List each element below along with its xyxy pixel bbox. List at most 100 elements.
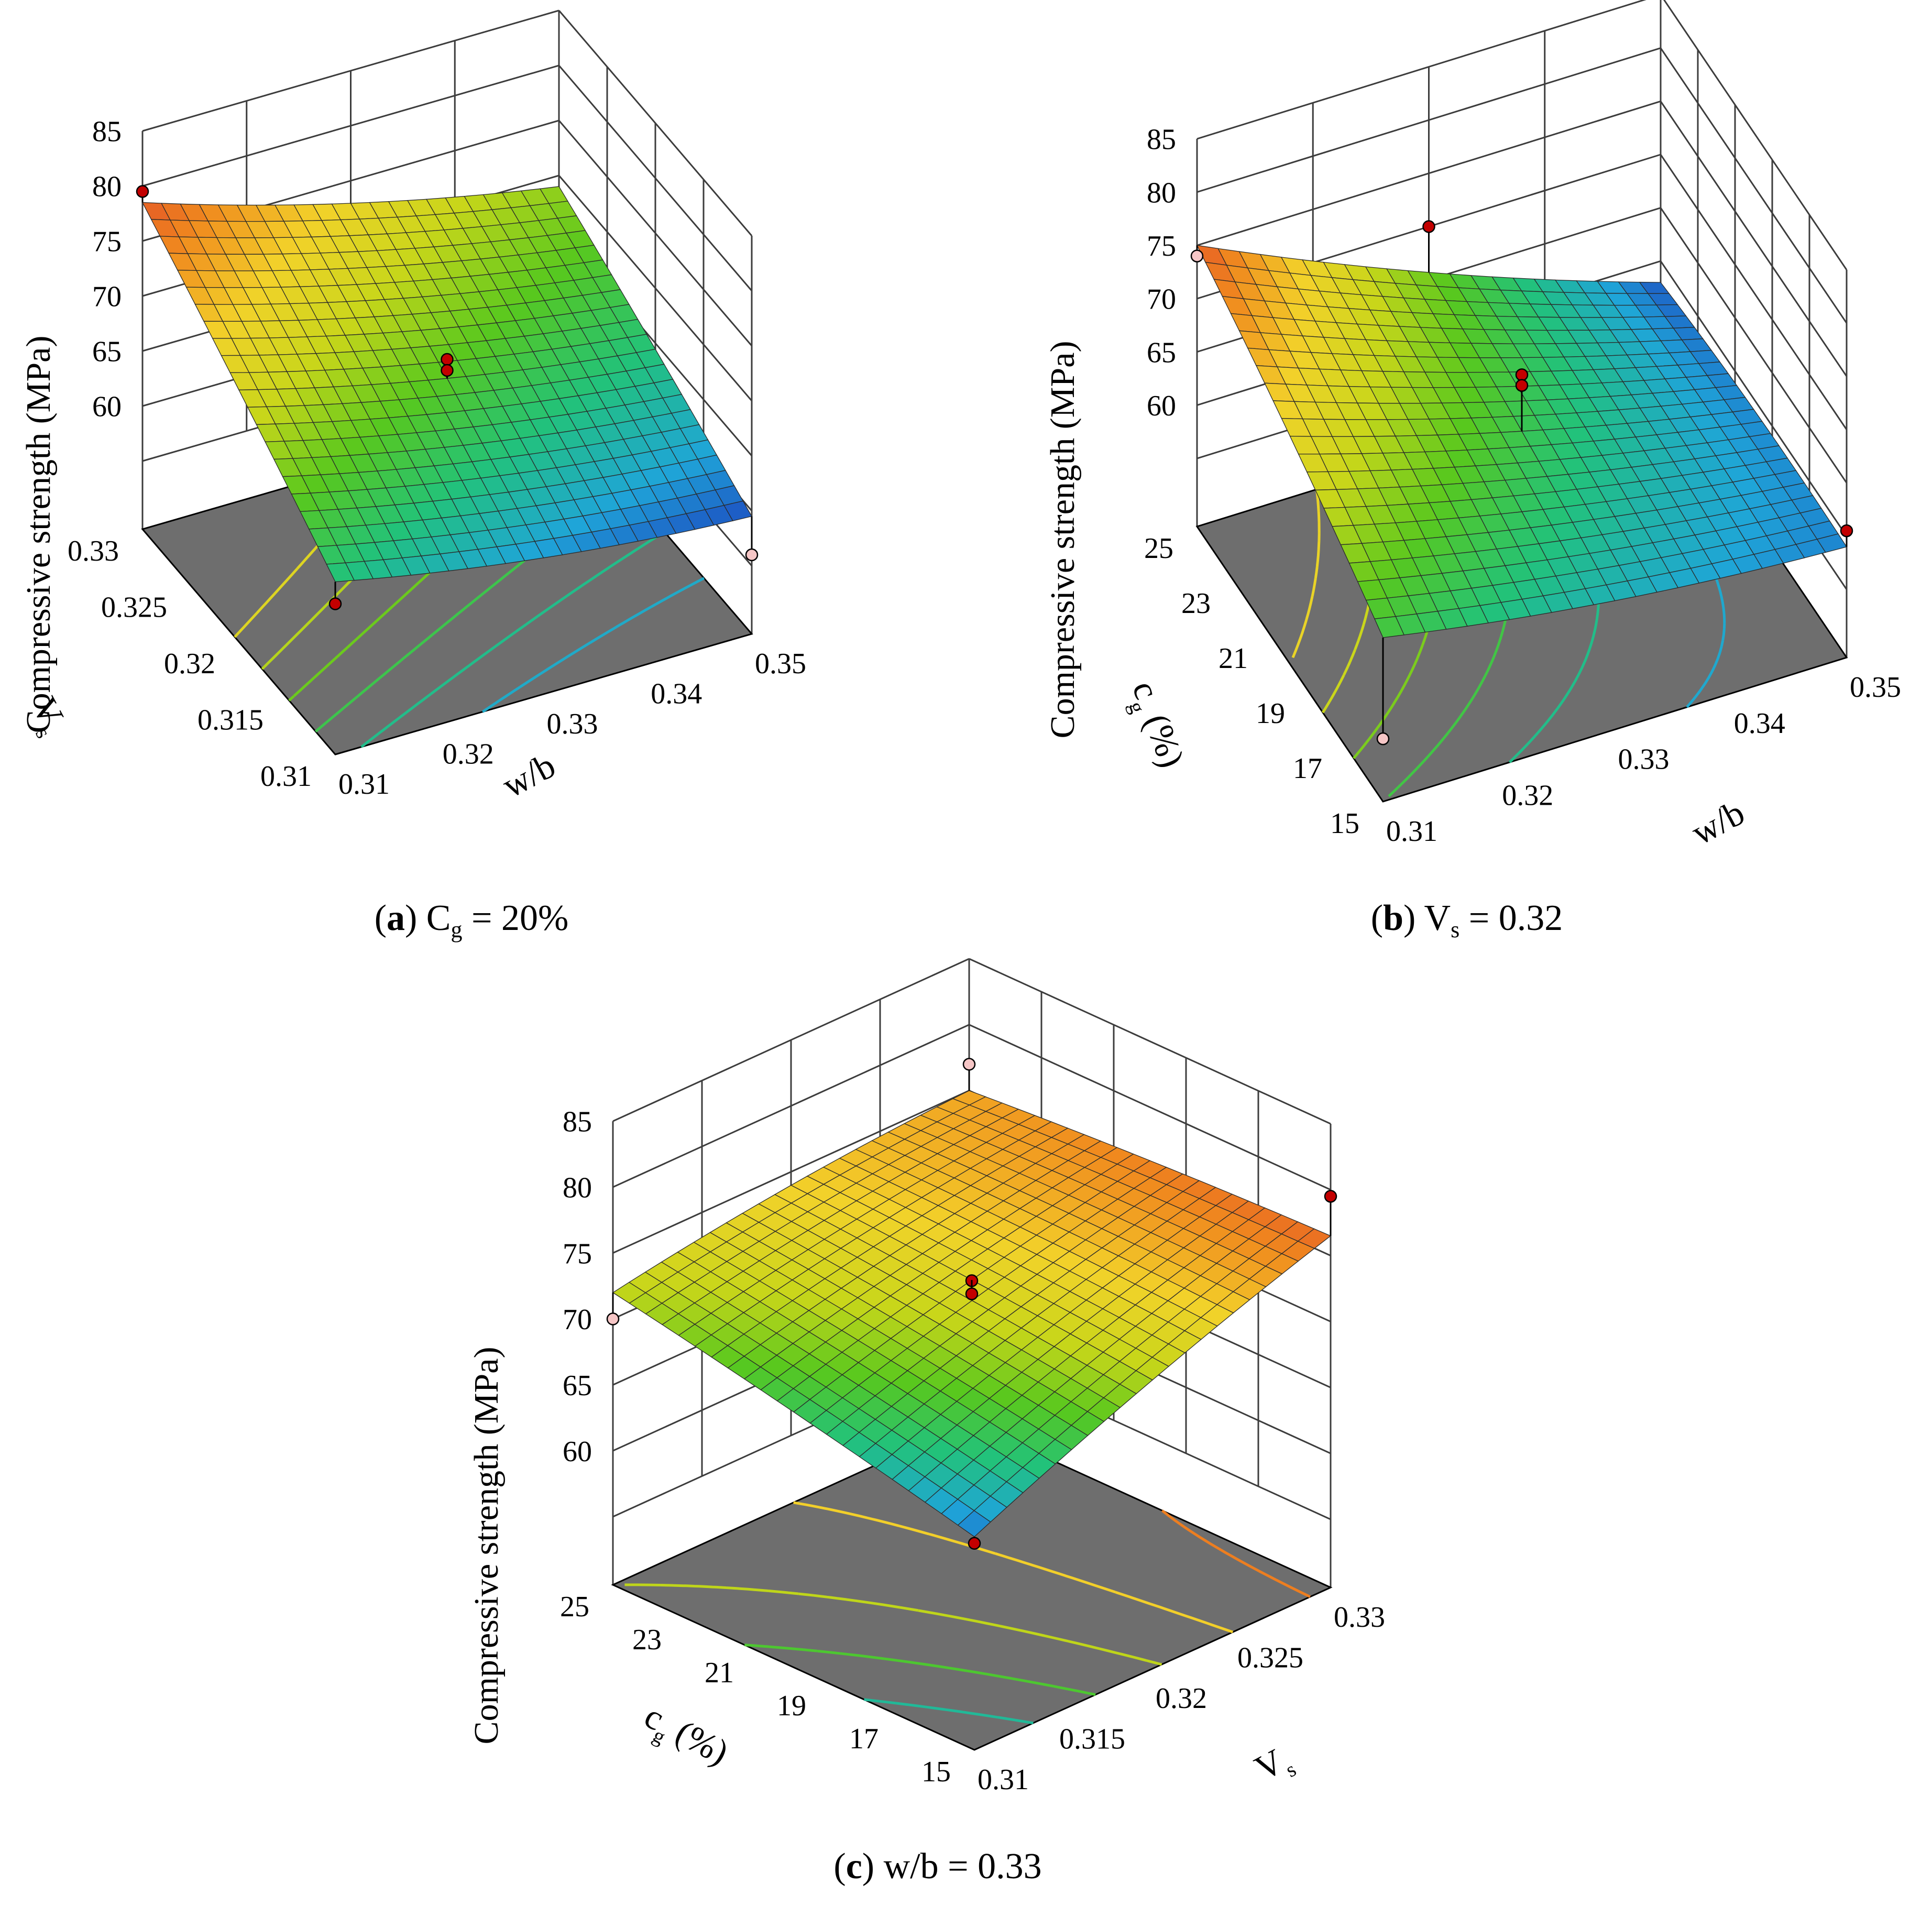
x-tick-label: 0.315	[1059, 1723, 1125, 1756]
contour-line	[744, 1644, 1096, 1696]
y-tick-label: 15	[1330, 807, 1359, 840]
y-tick-label: 17	[1293, 752, 1322, 785]
y-tick-label: 17	[849, 1723, 879, 1755]
x-tick-label: 0.33	[1334, 1601, 1385, 1634]
z-tick-label: 85	[92, 116, 122, 148]
y-axis-label: cg (%)	[635, 1695, 736, 1778]
z-tick-label: 75	[1147, 230, 1176, 262]
y-axis-label: cg (%)	[1119, 676, 1193, 775]
design-point	[962, 1058, 976, 1071]
x-tick-label: 0.33	[547, 708, 598, 740]
x-tick-label: 0.33	[1618, 743, 1670, 776]
z-tick-label: 60	[563, 1436, 592, 1468]
x-tick-label: 0.32	[443, 738, 494, 771]
z-tick-label: 65	[92, 336, 122, 368]
y-tick-label: 0.31	[260, 760, 312, 793]
x-tick-label: 0.31	[1386, 815, 1437, 848]
design-point	[745, 548, 759, 562]
y-tick-label: 0.32	[164, 648, 215, 680]
design-point	[441, 364, 454, 377]
contour-line	[360, 531, 665, 748]
z-tick-label: 85	[1147, 124, 1176, 156]
contour-line	[624, 1583, 1162, 1666]
y-tick-label: 25	[1144, 532, 1173, 565]
z-tick-label: 85	[563, 1106, 592, 1138]
x-tick-label: 0.31	[978, 1763, 1029, 1796]
tick-labels: 60 65 70 75 80 85 0.31 0.32 0.33 0.34 0.35 15171921…	[1144, 124, 1901, 848]
z-tick-label: 60	[1147, 390, 1176, 422]
z-tick-label: 80	[1147, 177, 1176, 209]
grid-line	[1660, 47, 1848, 324]
x-axis-label: Vs	[1248, 1737, 1300, 1794]
z-axis-label: Compressive strength (MPa)	[19, 336, 58, 733]
y-tick-label: 21	[705, 1657, 734, 1689]
grid-line	[1660, 260, 1848, 537]
x-tick-label: 0.32	[1502, 779, 1553, 812]
y-tick-label: 15	[921, 1756, 951, 1788]
contour-line	[864, 1698, 1034, 1725]
design-point	[328, 597, 342, 610]
z-tick-label: 75	[92, 226, 122, 258]
x-tick-label: 0.34	[651, 678, 702, 710]
response-surface	[141, 186, 752, 583]
surface-cell	[957, 1510, 991, 1538]
panel-caption: (b) Vs = 0.32	[1371, 898, 1563, 943]
design-points	[1190, 220, 1853, 746]
z-axis-label: Compressive strength (MPa)	[1044, 341, 1082, 739]
grid-line	[1660, 207, 1848, 484]
panel-caption: (a) Cg = 20%	[375, 898, 569, 943]
design-point	[965, 1287, 979, 1300]
x-tick-label: 0.35	[1850, 671, 1901, 704]
contour-line	[1161, 1509, 1311, 1598]
panel-caption: (c) w/b = 0.33	[833, 1846, 1041, 1887]
z-tick-label: 75	[563, 1237, 592, 1270]
x-tick-label: 0.32	[1156, 1682, 1207, 1715]
z-tick-label: 70	[92, 281, 122, 313]
contour-line	[481, 577, 705, 713]
design-point	[1324, 1190, 1337, 1203]
panel-a-chart: 60 65 70 75 80 85 0.31 0.32 0.33 0.34 0.35 0.31 0.31…	[19, 9, 806, 943]
x-tick-label: 0.31	[338, 768, 390, 801]
z-tick-label: 80	[563, 1171, 592, 1204]
x-tick-label: 0.325	[1237, 1642, 1303, 1674]
design-point	[1376, 732, 1390, 746]
design-points	[606, 1058, 1337, 1550]
grid-line	[969, 958, 1331, 1125]
panel-b-chart: 60 65 70 75 80 85 0.31 0.32 0.33 0.34 0.35 15171921…	[1044, 0, 1901, 943]
y-tick-label: 23	[632, 1624, 662, 1656]
response-surface	[1196, 245, 1848, 638]
contour-line	[1291, 489, 1321, 659]
contour-lines	[624, 1501, 1311, 1725]
y-tick-label: 0.33	[68, 535, 119, 567]
y-tick-label: 21	[1219, 642, 1248, 675]
design-point	[441, 353, 454, 366]
x-axis-label: w/b	[496, 745, 562, 805]
grid-line	[969, 1024, 1331, 1191]
y-tick-label: 19	[777, 1690, 806, 1722]
design-point	[1422, 220, 1435, 233]
y-tick-label: 25	[560, 1591, 589, 1623]
design-point	[136, 185, 149, 198]
response-surface	[612, 1090, 1332, 1538]
z-tick-label: 80	[92, 171, 122, 203]
grid-line	[1663, 0, 1848, 270]
design-point	[1840, 524, 1853, 538]
z-tick-label: 70	[563, 1303, 592, 1336]
y-tick-label: 0.315	[197, 704, 264, 737]
tick-labels: 60 65 70 75 80 85 0.31 0.315 0.32 0.325 0.33 15 17 19…	[560, 1106, 1385, 1796]
z-tick-label: 65	[1147, 336, 1176, 369]
grid-line	[1660, 154, 1848, 430]
design-point	[1515, 368, 1529, 381]
surface-cell	[1374, 616, 1405, 638]
design-point	[968, 1537, 981, 1550]
x-tick-label: 0.35	[755, 648, 806, 680]
surface-cell	[326, 562, 355, 583]
z-axis-label: Compressive strength (MPa)	[467, 1347, 506, 1745]
design-point	[606, 1312, 620, 1326]
y-tick-label: 0.325	[101, 591, 167, 624]
design-points	[136, 185, 759, 610]
y-tick-label: 19	[1256, 697, 1285, 730]
design-point	[1190, 249, 1204, 262]
design-point	[1515, 379, 1529, 392]
